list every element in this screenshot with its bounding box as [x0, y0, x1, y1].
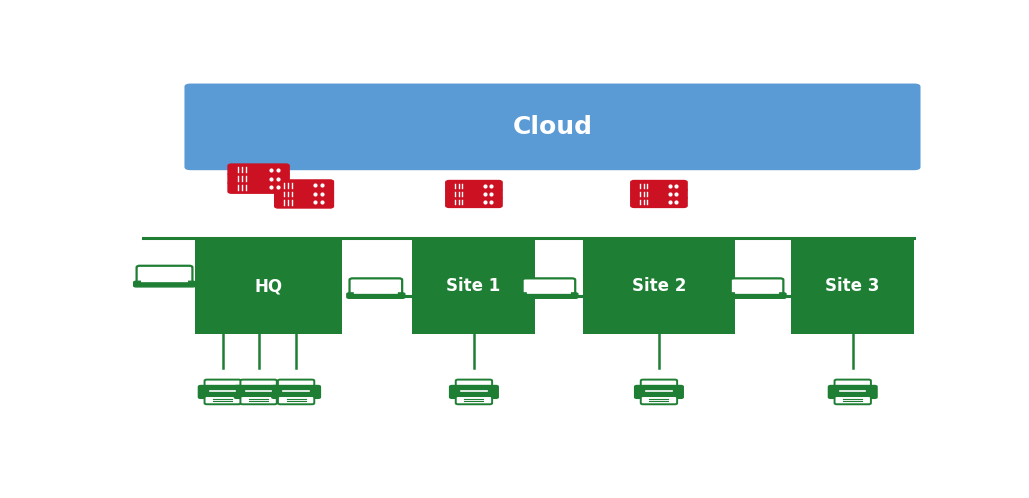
- FancyBboxPatch shape: [272, 385, 320, 398]
- FancyBboxPatch shape: [735, 280, 779, 294]
- FancyBboxPatch shape: [275, 189, 333, 199]
- FancyBboxPatch shape: [790, 238, 914, 334]
- FancyBboxPatch shape: [235, 385, 283, 398]
- FancyBboxPatch shape: [275, 180, 333, 191]
- FancyBboxPatch shape: [835, 396, 871, 404]
- FancyBboxPatch shape: [199, 385, 247, 398]
- FancyBboxPatch shape: [194, 238, 343, 334]
- FancyBboxPatch shape: [205, 396, 241, 404]
- FancyBboxPatch shape: [631, 197, 686, 207]
- FancyBboxPatch shape: [450, 385, 498, 398]
- FancyBboxPatch shape: [456, 379, 492, 388]
- FancyBboxPatch shape: [631, 189, 686, 199]
- Text: Site 3: Site 3: [825, 277, 880, 295]
- FancyBboxPatch shape: [241, 379, 277, 388]
- Text: Cloud: Cloud: [512, 115, 593, 139]
- FancyBboxPatch shape: [729, 293, 786, 298]
- FancyBboxPatch shape: [275, 197, 333, 208]
- FancyBboxPatch shape: [350, 278, 402, 296]
- FancyBboxPatch shape: [828, 385, 877, 398]
- FancyBboxPatch shape: [641, 396, 677, 404]
- FancyBboxPatch shape: [228, 182, 289, 193]
- FancyBboxPatch shape: [520, 293, 578, 298]
- FancyBboxPatch shape: [137, 266, 192, 284]
- FancyBboxPatch shape: [278, 379, 314, 388]
- FancyBboxPatch shape: [835, 379, 871, 388]
- FancyBboxPatch shape: [527, 280, 571, 294]
- FancyBboxPatch shape: [583, 238, 735, 334]
- Text: Site 2: Site 2: [632, 277, 686, 295]
- FancyBboxPatch shape: [354, 280, 398, 294]
- FancyBboxPatch shape: [635, 385, 683, 398]
- FancyBboxPatch shape: [228, 164, 289, 175]
- FancyBboxPatch shape: [141, 268, 188, 282]
- FancyBboxPatch shape: [228, 173, 289, 184]
- FancyBboxPatch shape: [446, 197, 502, 207]
- FancyBboxPatch shape: [446, 189, 502, 199]
- FancyBboxPatch shape: [456, 396, 492, 404]
- FancyBboxPatch shape: [278, 396, 314, 404]
- FancyBboxPatch shape: [523, 278, 575, 296]
- FancyBboxPatch shape: [184, 84, 921, 170]
- FancyBboxPatch shape: [446, 181, 502, 191]
- FancyBboxPatch shape: [412, 238, 535, 334]
- FancyBboxPatch shape: [205, 379, 241, 388]
- FancyBboxPatch shape: [631, 181, 686, 191]
- FancyBboxPatch shape: [134, 281, 196, 287]
- FancyBboxPatch shape: [241, 396, 277, 404]
- Text: Site 1: Site 1: [447, 277, 501, 295]
- FancyBboxPatch shape: [347, 293, 404, 298]
- FancyBboxPatch shape: [731, 278, 783, 296]
- Text: HQ: HQ: [254, 277, 283, 295]
- FancyBboxPatch shape: [641, 379, 677, 388]
